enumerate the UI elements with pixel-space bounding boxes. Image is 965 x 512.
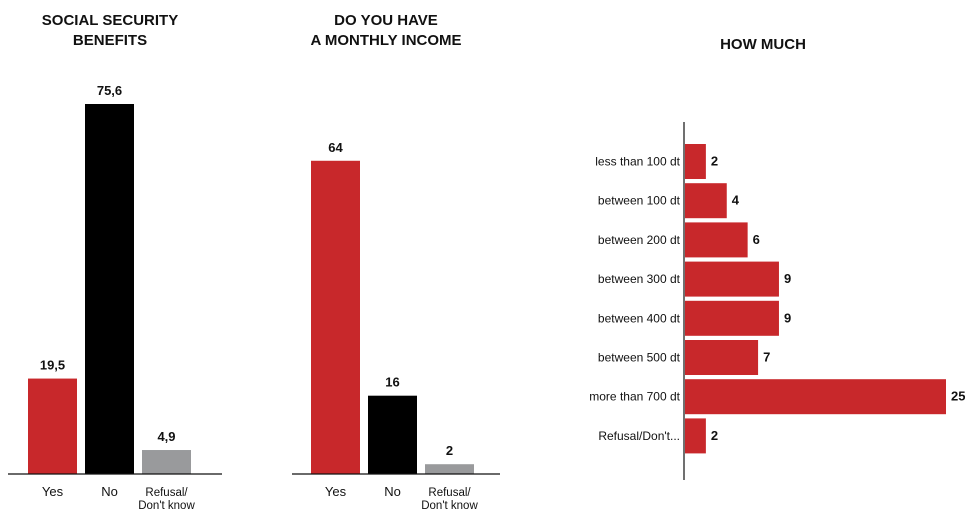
chart-3-value-label-5: 9 (784, 310, 791, 325)
chart-1-value-label-1: 19,5 (40, 358, 65, 373)
chart-3-bar-3 (685, 222, 748, 258)
chart-2-bar-2 (368, 395, 417, 474)
chart-2-category-label-2: No (384, 484, 401, 499)
chart-3-value-label-8: 2 (711, 428, 718, 443)
chart-1-value-label-2: 75,6 (97, 83, 122, 98)
chart-1-bar-3 (142, 450, 191, 474)
chart-1-category-label-2: No (101, 484, 118, 499)
chart-3-category-label-2: between 100 dt (598, 194, 681, 208)
chart-1-value-label-3: 4,9 (157, 429, 175, 444)
chart-3-value-label-1: 2 (711, 154, 718, 169)
chart-1-title-line-2: BENEFITS (73, 32, 147, 49)
chart-2-title-line-1: DO YOU HAVE (334, 12, 438, 29)
chart-1-category-label-3-line-2: Don't know (138, 500, 195, 512)
chart-3-category-label-6: between 500 dt (598, 351, 681, 365)
chart-3-bar-8 (685, 418, 706, 454)
chart-3-value-label-2: 4 (732, 193, 740, 208)
chart-3-category-label-5: between 400 dt (598, 311, 681, 325)
chart-1-category-label-3-line-1: Refusal/ (145, 487, 188, 499)
chart-3-bar-7 (685, 379, 946, 415)
chart-3-value-label-4: 9 (784, 271, 791, 286)
chart-2-value-label-3: 2 (446, 443, 453, 458)
chart-2-category-label-3-line-2: Don't know (421, 500, 478, 512)
chart-2-title-line-2: A MONTHLY INCOME (310, 32, 461, 49)
chart-2-value-label-2: 16 (385, 375, 399, 390)
chart-2-bar-3 (425, 464, 474, 474)
chart-3-value-label-6: 7 (763, 350, 770, 365)
chart-3-category-label-7: more than 700 dt (589, 390, 680, 404)
chart-1-title-line-1: SOCIAL SECURITY (42, 12, 178, 29)
chart-3-bar-2 (685, 183, 727, 219)
chart-2-bar-1 (311, 160, 360, 474)
chart-1-bar-1 (28, 378, 77, 474)
chart-2-value-label-1: 64 (328, 140, 343, 155)
chart-1-bar-2 (85, 104, 134, 474)
chart-3-bar-5 (685, 300, 779, 336)
chart-3-category-label-8: Refusal/Don't... (598, 429, 680, 443)
chart-3-value-label-3: 6 (753, 232, 760, 247)
chart-3-category-label-1: less than 100 dt (595, 155, 680, 169)
chart-3-category-label-4: between 300 dt (598, 272, 681, 286)
chart-3-bar-6 (685, 340, 759, 375)
chart-3-title-line-1: HOW MUCH (720, 36, 806, 53)
chart-1-category-label-1: Yes (42, 484, 64, 499)
chart-2-category-label-3-line-1: Refusal/ (428, 487, 471, 499)
chart-3-value-label-7: 25 (951, 389, 965, 404)
chart-3-bar-4 (685, 261, 779, 297)
chart-3-category-label-3: between 200 dt (598, 233, 681, 247)
chart-2-category-label-1: Yes (325, 484, 347, 499)
chart-3-bar-1 (685, 144, 706, 179)
